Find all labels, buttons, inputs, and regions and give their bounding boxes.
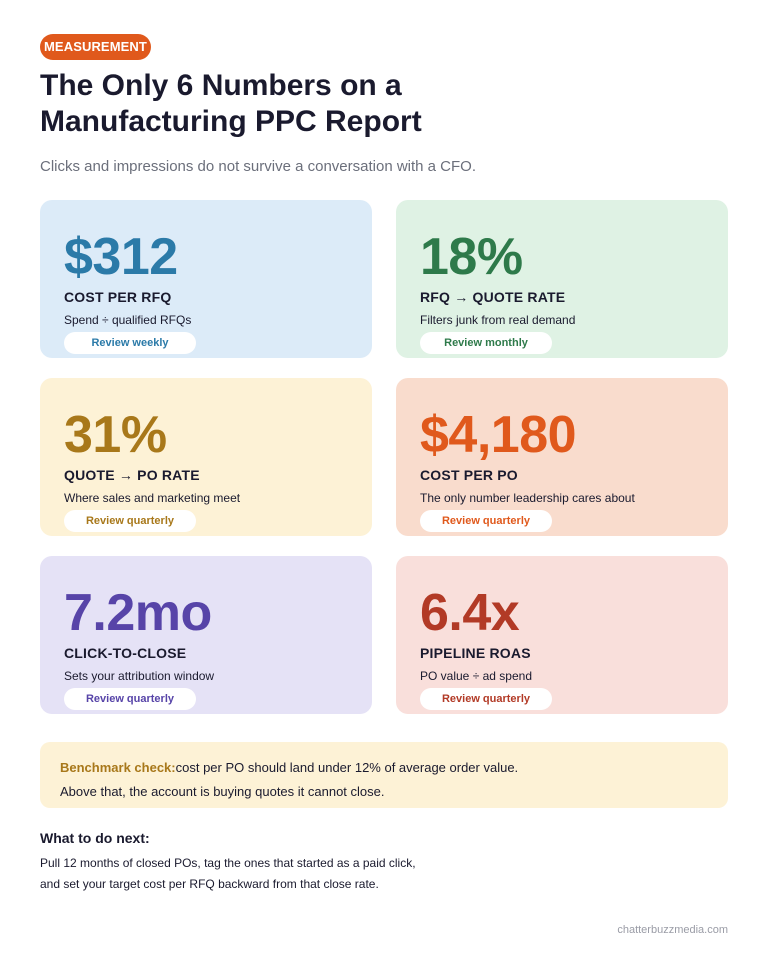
metric-value: 6.4x — [420, 584, 520, 642]
metric-value: 7.2mo — [64, 584, 212, 642]
metric-description: Where sales and marketing meet — [64, 491, 241, 505]
category-badge: MEASUREMENT — [40, 34, 151, 60]
metric-description: Sets your attribution window — [64, 669, 215, 683]
metric-card-cost-per-rfq: $312 COST PER RFQ Spend ÷ qualified RFQs… — [40, 200, 372, 358]
metric-value: 31% — [64, 406, 167, 464]
benchmark-line-2: Above that, the account is buying quotes… — [60, 784, 385, 799]
metric-card-click-to-close: 7.2mo CLICK-TO-CLOSE Sets your attributi… — [40, 556, 372, 714]
metric-card-cost-per-po: $4,180 COST PER PO The only number leade… — [396, 378, 728, 536]
next-steps-line-1: Pull 12 months of closed POs, tag the on… — [40, 856, 416, 870]
benchmark-line-1: Benchmark check:cost per PO should land … — [60, 756, 708, 780]
review-cadence-pill: Review monthly — [420, 332, 552, 354]
metric-label: PIPELINE ROAS — [420, 645, 531, 661]
footer-domain: chatterbuzzmedia.com — [617, 924, 728, 936]
page-title: The Only 6 Numbers on a Manufacturing PP… — [40, 69, 422, 138]
metric-card-rfq-quote-rate: 18% RFQ → QUOTE RATE Filters junk from r… — [396, 200, 728, 358]
metric-description: Spend ÷ qualified RFQs — [64, 313, 192, 327]
metric-label: RFQ → QUOTE RATE — [420, 289, 566, 305]
review-cadence-pill: Review weekly — [64, 332, 196, 354]
metric-card-quote-po-rate: 31% QUOTE → PO RATE Where sales and mark… — [40, 378, 372, 536]
review-cadence-pill: Review quarterly — [64, 510, 196, 532]
metric-card-pipeline-roas: 6.4x PIPELINE ROAS PO value ÷ ad spend R… — [396, 556, 728, 714]
next-steps-body: Pull 12 months of closed POs, tag the on… — [40, 853, 500, 895]
metric-label: COST PER PO — [420, 467, 518, 483]
metric-label: CLICK-TO-CLOSE — [64, 645, 187, 661]
metric-description: Filters junk from real demand — [420, 313, 576, 327]
review-cadence-pill: Review quarterly — [420, 688, 552, 710]
metric-value: $4,180 — [420, 406, 577, 464]
metric-description: PO value ÷ ad spend — [420, 669, 532, 683]
metric-label: QUOTE → PO RATE — [64, 467, 200, 483]
next-steps-line-2: and set your target cost per RFQ backwar… — [40, 877, 379, 891]
page-subtitle: Clicks and impressions do not survive a … — [40, 158, 477, 175]
next-steps-heading: What to do next: — [40, 830, 150, 846]
benchmark-callout: Benchmark check:cost per PO should land … — [40, 742, 728, 808]
metric-label: COST PER RFQ — [64, 289, 172, 305]
metric-value: $312 — [64, 228, 178, 286]
benchmark-text: cost per PO should land under 12% of ave… — [175, 760, 519, 775]
metric-description: The only number leadership cares about — [420, 491, 635, 505]
benchmark-label: Benchmark check: — [60, 760, 176, 775]
review-cadence-pill: Review quarterly — [64, 688, 196, 710]
review-cadence-pill: Review quarterly — [420, 510, 552, 532]
metric-value: 18% — [420, 228, 523, 286]
